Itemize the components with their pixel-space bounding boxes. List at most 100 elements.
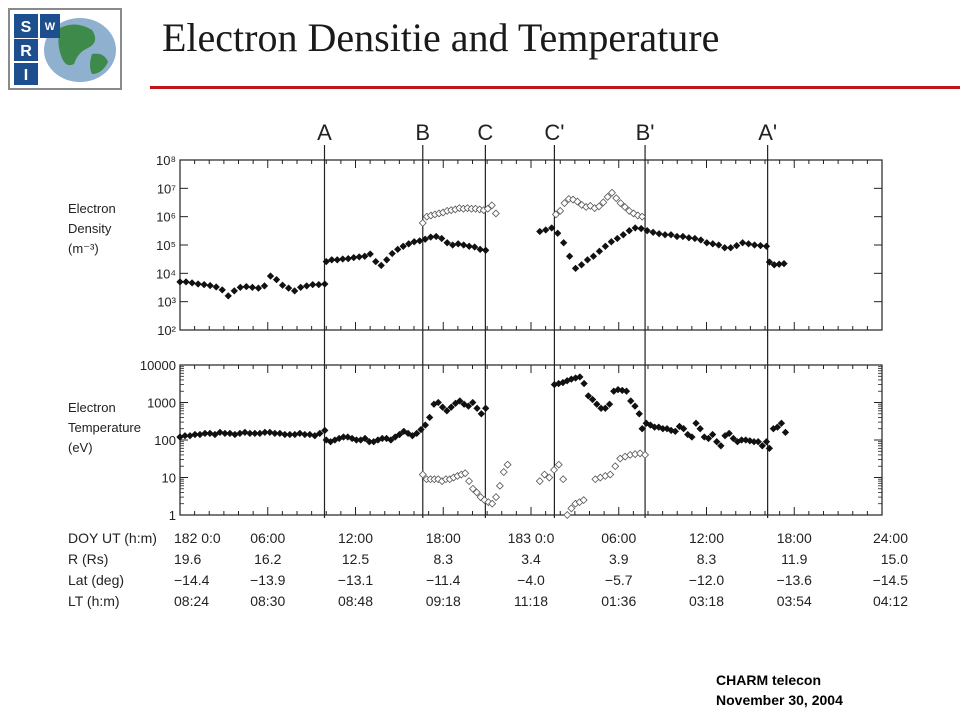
density-filled-point [344,254,352,263]
density-filled-point [583,256,592,264]
temperature-filled-point [434,398,443,407]
temperature-filled-point [311,431,319,440]
temperature-filled-point [584,392,593,400]
ephemeris-cell-lat: −13.6 [777,572,813,588]
density-panel-frame [179,159,883,331]
temperature-filled-point [443,407,451,415]
temperature-filled-point [692,419,700,427]
temperature-filled-point [181,431,189,440]
density-open-point [603,192,612,201]
temperature-open-point [567,504,576,513]
temperature-open-point [472,488,481,497]
temperature-filled-point [438,403,447,411]
density-filled-point [601,242,610,251]
temperature-filled-point [622,387,631,395]
temperature-axis-label: Temperature [68,420,141,435]
temperature-open-point [488,499,497,508]
temperature-filled-point [316,429,324,438]
temperature-filled-point [635,410,643,418]
temperature-open-point [465,477,474,486]
temperature-open-point [476,493,485,502]
density-filled-point [547,224,556,232]
density-open-point [638,212,647,221]
temperature-filled-point [777,419,786,427]
event-label: A' [758,120,777,145]
density-filled-point [388,249,396,258]
temperature-open-point [461,469,470,478]
density-filled-point [321,280,329,288]
temperature-filled-point [261,428,269,437]
temperature-filled-point [206,429,214,438]
ephemeris-row-label: Lat (deg) [68,572,124,588]
density-filled-point [230,287,239,295]
temperature-open-point [554,460,563,469]
temperature-open-point [641,450,650,459]
event-label: B [415,120,430,145]
density-open-point [487,201,496,210]
density-open-point [418,218,427,227]
temperature-filled-point [425,413,434,422]
temperature-y-tick-label: 10000 [140,358,176,373]
density-filled-point [637,224,645,233]
ephemeris-cell-lt: 04:12 [873,593,908,609]
ephemeris-cell-lat: −4.0 [517,572,545,588]
ephemeris-cell-lt: 03:54 [777,593,812,609]
temperature-filled-point [588,395,597,404]
temperature-filled-point [601,404,610,413]
temperature-filled-point [477,410,486,418]
density-filled-point [780,259,788,268]
density-filled-point [399,242,407,251]
temperature-filled-point [251,429,259,438]
density-filled-point [459,241,468,249]
density-y-tick-label: 10⁵ [156,238,176,253]
ephemeris-cell-ut: 06:00 [601,530,636,546]
ephemeris-cell-lat: −11.4 [426,572,461,588]
ephemeris-cell-r: 8.3 [697,551,717,567]
temperature-filled-point [593,400,601,408]
temperature-filled-point [729,434,738,443]
temperature-filled-point [773,423,782,431]
density-filled-point [765,258,774,266]
ephemeris-row-label: DOY UT (h:m) [68,530,157,546]
temperature-open-point [540,470,549,479]
temperature-y-tick-label: 1000 [147,396,176,411]
temperature-filled-point [226,429,234,438]
density-open-point [573,197,582,206]
ephemeris-cell-r: 8.3 [434,551,454,567]
density-filled-point [242,282,251,291]
temperature-filled-point [712,437,721,446]
ephemeris-cell-ut: 12:00 [689,530,724,546]
temperature-open-point [611,462,620,471]
density-filled-point [738,239,747,247]
temperature-filled-point [281,430,289,439]
temperature-filled-point [758,442,767,450]
density-filled-point [290,287,299,295]
temperature-filled-point [638,424,646,433]
temperature-open-point [499,468,508,476]
ephemeris-cell-r: 12.5 [342,551,369,567]
temperature-filled-point [395,430,404,439]
density-axis-label: (m⁻³) [68,241,99,256]
density-filled-point [366,250,374,258]
temperature-filled-point [580,379,588,388]
footer-date: November 30, 2004 [716,692,843,708]
ephemeris-cell-ut: 18:00 [426,530,461,546]
density-filled-point [703,239,711,247]
temperature-y-tick-label: 1 [169,508,176,523]
temperature-filled-point [186,431,194,440]
density-filled-point [327,256,336,264]
density-filled-point [720,243,729,252]
ephemeris-cell-lat: −14.5 [873,572,909,588]
temperature-filled-point [626,397,635,405]
temperature-open-point [545,473,554,482]
density-filled-point [254,284,263,292]
ephemeris-cell-lt: 08:48 [338,593,373,609]
density-open-point [483,204,492,213]
density-filled-point [613,234,622,243]
density-filled-point [272,275,281,284]
temperature-filled-point [276,429,284,438]
density-filled-point [691,234,699,243]
ephemeris-cell-lt: 09:18 [426,593,461,609]
density-filled-point [315,280,323,289]
ephemeris-cell-lat: −14.4 [174,572,210,588]
